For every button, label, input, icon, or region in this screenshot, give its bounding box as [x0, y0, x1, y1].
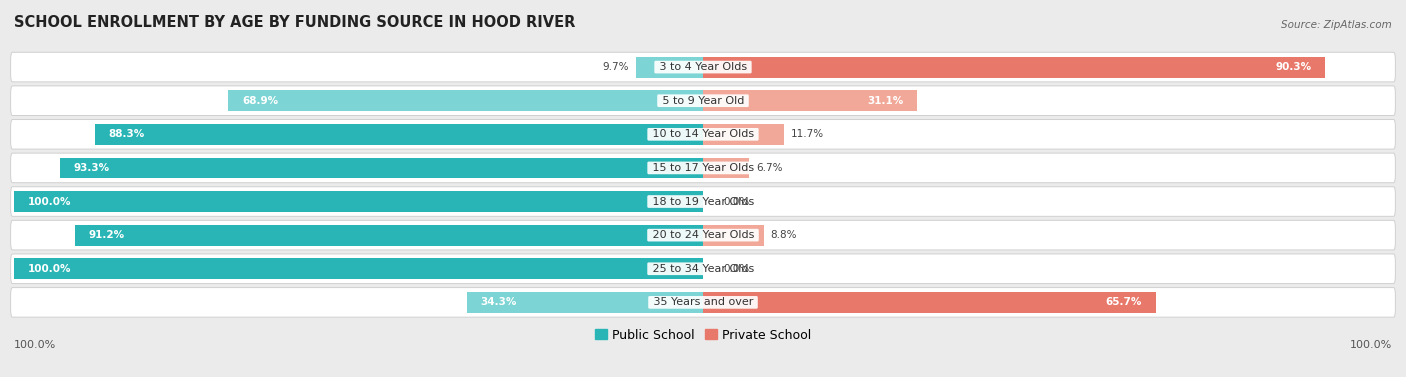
Text: 90.3%: 90.3%	[1275, 62, 1312, 72]
Bar	[60, 158, 703, 178]
Text: 15 to 17 Year Olds: 15 to 17 Year Olds	[648, 163, 758, 173]
Text: 100.0%: 100.0%	[14, 340, 56, 349]
Bar	[467, 292, 703, 313]
Text: 34.3%: 34.3%	[481, 297, 517, 307]
Bar	[636, 57, 703, 78]
Text: 100.0%: 100.0%	[1350, 340, 1392, 349]
Bar	[94, 124, 703, 145]
FancyBboxPatch shape	[11, 120, 1395, 149]
Bar	[14, 191, 703, 212]
FancyBboxPatch shape	[11, 52, 1395, 82]
Text: 65.7%: 65.7%	[1105, 297, 1142, 307]
Text: 35 Years and over: 35 Years and over	[650, 297, 756, 307]
Text: 25 to 34 Year Olds: 25 to 34 Year Olds	[648, 264, 758, 274]
Text: 18 to 19 Year Olds: 18 to 19 Year Olds	[648, 196, 758, 207]
Text: 10 to 14 Year Olds: 10 to 14 Year Olds	[648, 129, 758, 139]
FancyBboxPatch shape	[11, 288, 1395, 317]
Bar	[75, 225, 703, 245]
Legend: Public School, Private School: Public School, Private School	[595, 329, 811, 342]
Text: 3 to 4 Year Olds: 3 to 4 Year Olds	[655, 62, 751, 72]
Text: 9.7%: 9.7%	[603, 62, 630, 72]
Text: 6.7%: 6.7%	[756, 163, 783, 173]
Text: 31.1%: 31.1%	[868, 96, 904, 106]
Text: 93.3%: 93.3%	[75, 163, 110, 173]
Text: 5 to 9 Year Old: 5 to 9 Year Old	[658, 96, 748, 106]
Bar	[228, 90, 703, 111]
Text: 91.2%: 91.2%	[89, 230, 125, 240]
FancyBboxPatch shape	[11, 254, 1395, 284]
Text: 68.9%: 68.9%	[242, 96, 278, 106]
Bar	[703, 124, 783, 145]
Text: 11.7%: 11.7%	[790, 129, 824, 139]
FancyBboxPatch shape	[11, 221, 1395, 250]
Text: 20 to 24 Year Olds: 20 to 24 Year Olds	[648, 230, 758, 240]
Bar	[703, 292, 1156, 313]
Bar	[703, 57, 1324, 78]
FancyBboxPatch shape	[11, 86, 1395, 115]
Text: 100.0%: 100.0%	[28, 264, 72, 274]
Bar	[703, 90, 917, 111]
Bar	[703, 158, 749, 178]
FancyBboxPatch shape	[11, 187, 1395, 216]
Text: 8.8%: 8.8%	[770, 230, 797, 240]
Text: 0.0%: 0.0%	[724, 264, 749, 274]
Text: 100.0%: 100.0%	[28, 196, 72, 207]
Text: 88.3%: 88.3%	[108, 129, 145, 139]
Bar	[703, 225, 763, 245]
FancyBboxPatch shape	[11, 153, 1395, 183]
Text: SCHOOL ENROLLMENT BY AGE BY FUNDING SOURCE IN HOOD RIVER: SCHOOL ENROLLMENT BY AGE BY FUNDING SOUR…	[14, 15, 575, 30]
Text: 0.0%: 0.0%	[724, 196, 749, 207]
Bar	[14, 258, 703, 279]
Text: Source: ZipAtlas.com: Source: ZipAtlas.com	[1281, 20, 1392, 30]
